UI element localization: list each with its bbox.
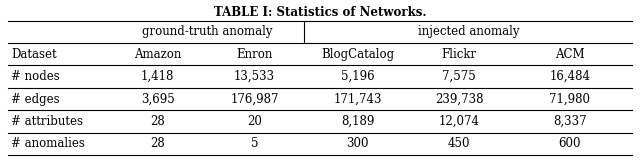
Text: 16,484: 16,484 (549, 70, 590, 83)
Text: Amazon: Amazon (134, 48, 181, 61)
Text: 20: 20 (247, 115, 262, 128)
Text: 239,738: 239,738 (435, 93, 483, 106)
Text: 7,575: 7,575 (442, 70, 476, 83)
Text: 3,695: 3,695 (141, 93, 175, 106)
Text: Flickr: Flickr (442, 48, 477, 61)
Text: 600: 600 (559, 137, 581, 150)
Text: BlogCatalog: BlogCatalog (321, 48, 394, 61)
Text: # anomalies: # anomalies (11, 137, 84, 150)
Text: ACM: ACM (555, 48, 584, 61)
Text: Enron: Enron (236, 48, 273, 61)
Text: 450: 450 (448, 137, 470, 150)
Text: injected anomaly: injected anomaly (417, 25, 519, 38)
Text: 1,418: 1,418 (141, 70, 174, 83)
Text: 13,533: 13,533 (234, 70, 275, 83)
Text: 28: 28 (150, 115, 165, 128)
Text: 176,987: 176,987 (230, 93, 278, 106)
Text: 8,189: 8,189 (340, 115, 374, 128)
Text: TABLE I: Statistics of Networks.: TABLE I: Statistics of Networks. (214, 6, 426, 19)
Text: Dataset: Dataset (11, 48, 56, 61)
Text: 5,196: 5,196 (340, 70, 374, 83)
Text: # edges: # edges (11, 93, 60, 106)
Text: 28: 28 (150, 137, 165, 150)
Text: # nodes: # nodes (11, 70, 60, 83)
Text: 8,337: 8,337 (553, 115, 587, 128)
Text: 300: 300 (346, 137, 369, 150)
Text: 12,074: 12,074 (438, 115, 479, 128)
Text: 171,743: 171,743 (333, 93, 381, 106)
Text: 5: 5 (251, 137, 258, 150)
Text: # attributes: # attributes (11, 115, 83, 128)
Text: ground-truth anomaly: ground-truth anomaly (142, 25, 273, 38)
Text: 71,980: 71,980 (549, 93, 590, 106)
